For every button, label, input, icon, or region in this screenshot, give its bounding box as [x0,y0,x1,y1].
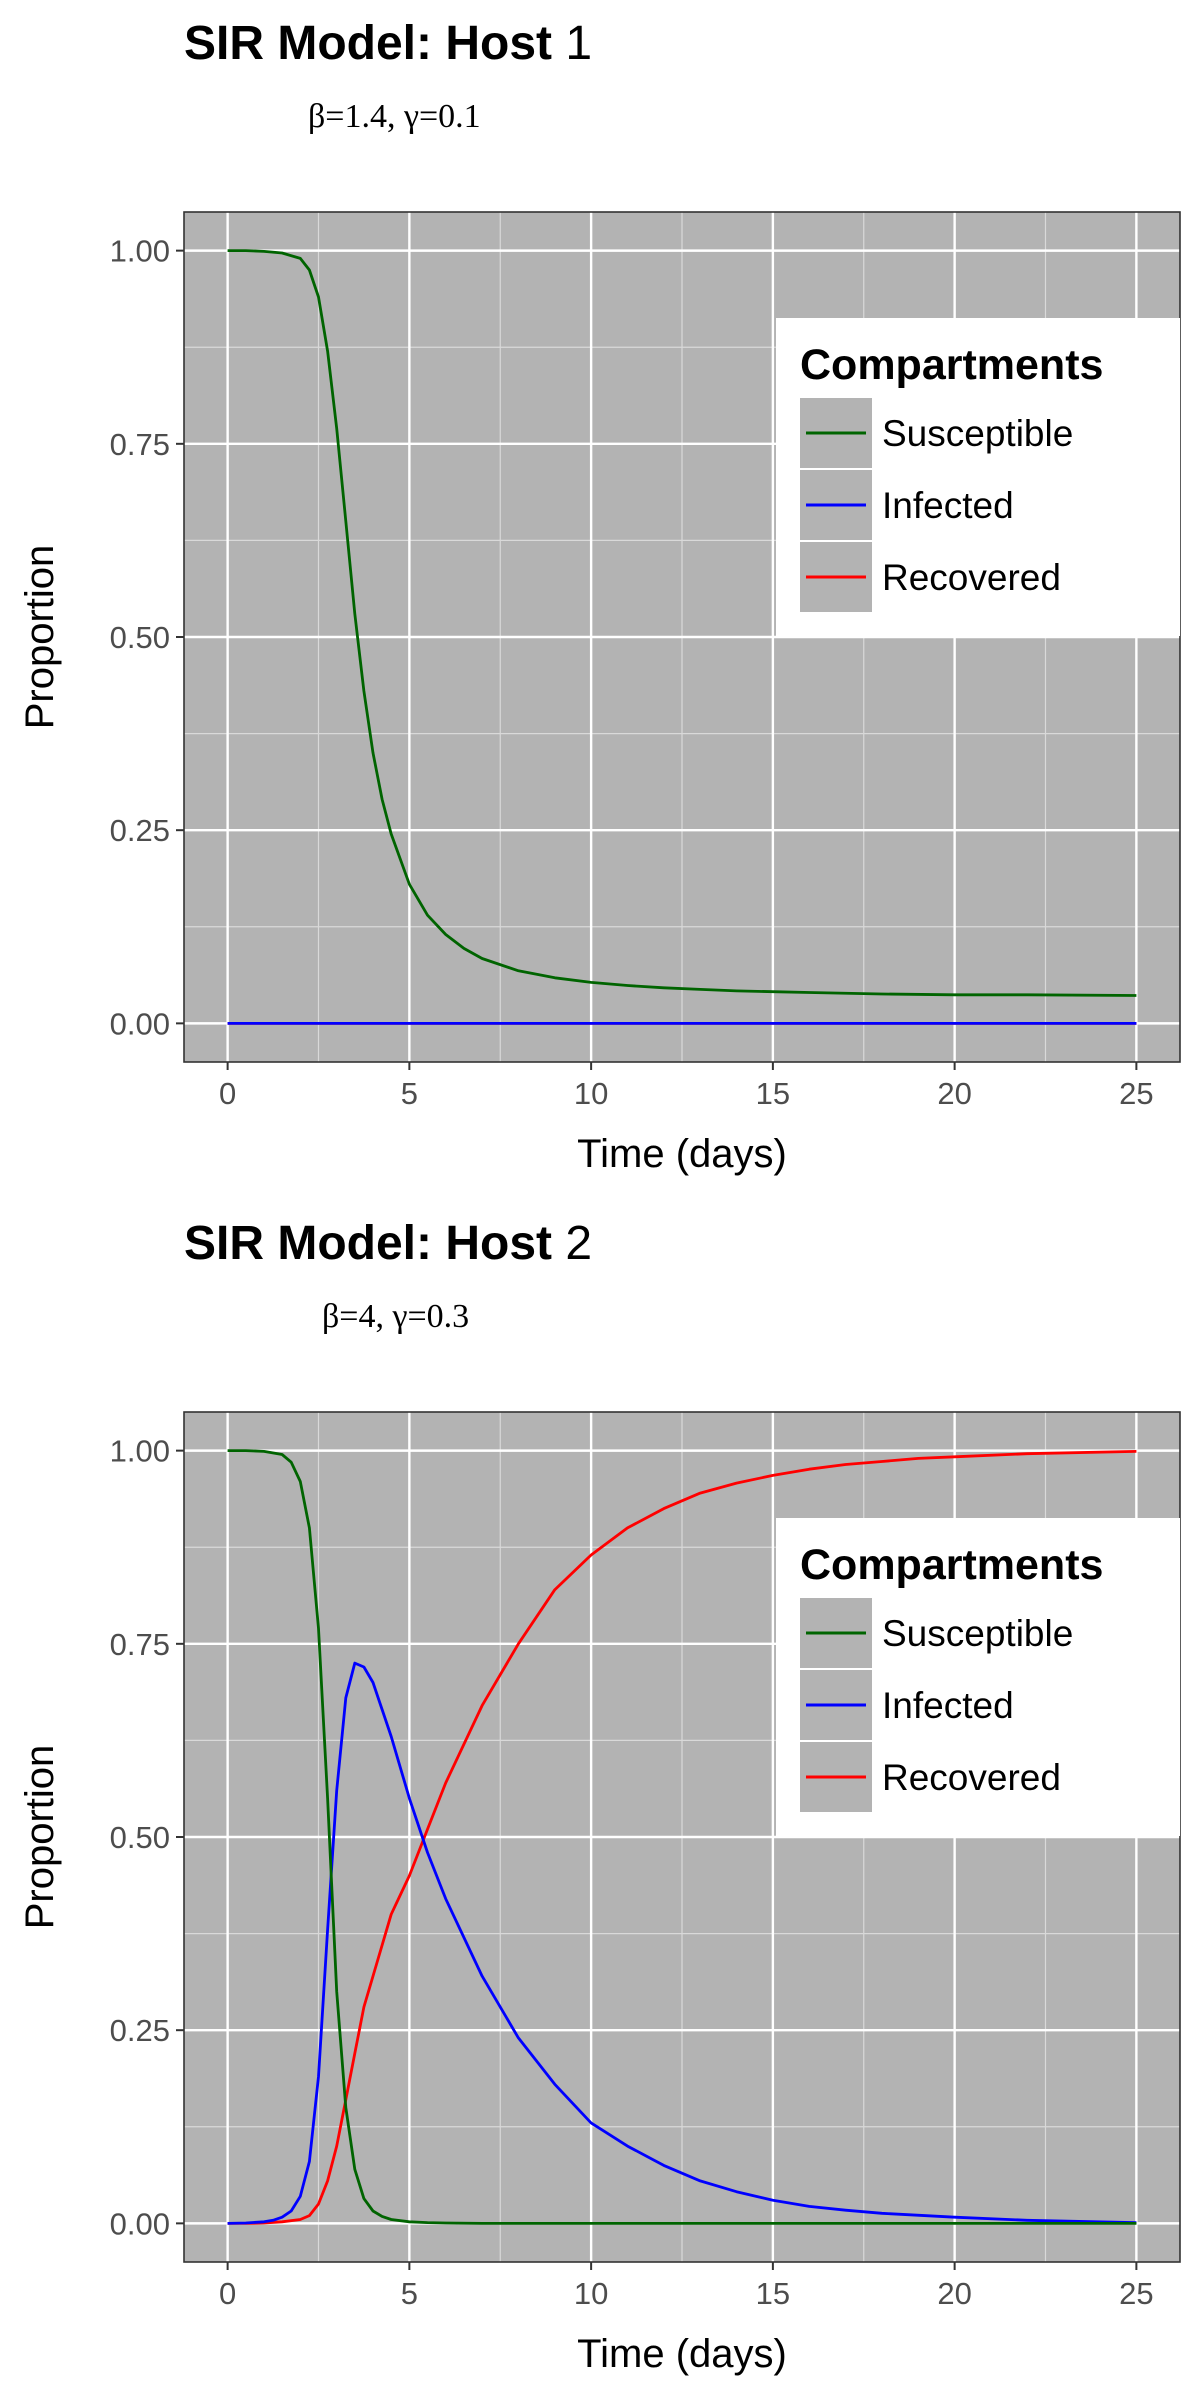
chart-subtitle: β=1.4, γ=0.1 [308,98,481,135]
chart-panel-host-2: SIR Model: Host 2 β=4, γ=0.3 0 5 10 15 20 25 0… [0,1200,1200,2400]
chart-title-number: 2 [565,1217,593,1270]
y-tick-label: 0.00 [110,1006,170,1041]
legend-label: Susceptible [882,413,1073,454]
x-tick-label: 15 [756,1076,790,1111]
legend-label: Infected [882,485,1014,526]
y-tick-label: 0.25 [110,2013,170,2048]
legend-label: Recovered [882,1757,1061,1798]
legend: Compartments Susceptible Infected Recovered [776,318,1180,636]
line-chart-host-2: 0 5 10 15 20 25 0.00 0.25 0.50 0.75 1.00 Time (days… [18,1411,1181,2376]
series-line-recovered [227,1450,1137,2225]
x-tick-label: 5 [401,1076,418,1111]
series-line-susceptible [227,1449,1137,2225]
legend-title: Compartments [800,341,1103,389]
line-chart-host-1: 0 5 10 15 20 25 0.00 0.25 0.50 0.75 1.00 Time (days… [18,211,1181,1176]
chart-title: SIR Model: Host 1 [184,16,592,71]
x-tick-label: 20 [937,2276,971,2311]
chart-subtitle: β=4, γ=0.3 [322,1298,470,1335]
chart-title-text: SIR Model: Host [184,1217,552,1270]
x-tick-label: 0 [219,1076,236,1111]
y-tick-label: 0.75 [110,1627,170,1662]
x-tick-label: 5 [401,2276,418,2311]
chart-title: SIR Model: Host 2 [184,1216,592,1271]
y-tick-label: 0.25 [110,813,170,848]
y-tick-label: 0.00 [110,2206,170,2241]
x-tick-label: 15 [756,2276,790,2311]
x-tick-label: 25 [1119,2276,1153,2311]
legend: Compartments Susceptible Infected Recovered [776,1518,1180,1836]
legend-label: Susceptible [882,1613,1073,1654]
data-series [227,1449,1137,2225]
chart-title-text: SIR Model: Host [184,17,552,70]
data-series [227,249,1137,1025]
y-tick-label: 1.00 [110,234,170,269]
y-tick-label: 0.50 [110,620,170,655]
y-tick-label: 0.75 [110,427,170,462]
series-line-infected [227,1661,1137,2225]
x-tick-label: 10 [574,1076,608,1111]
series-line-susceptible [227,249,1137,997]
x-tick-label: 0 [219,2276,236,2311]
legend-label: Recovered [882,557,1061,598]
y-axis-label: Proportion [18,1745,62,1930]
y-axis-label: Proportion [18,545,62,730]
chart-title-number: 1 [565,17,593,70]
x-tick-label: 20 [937,1076,971,1111]
legend-title: Compartments [800,1541,1103,1589]
chart-panel-host-1: SIR Model: Host 1 β=1.4, γ=0.1 0 5 10 15 20 2… [18,16,1181,1176]
x-axis-label: Time (days) [577,2332,787,2376]
x-tick-label: 25 [1119,1076,1153,1111]
x-axis-label: Time (days) [577,1132,787,1176]
legend-label: Infected [882,1685,1014,1726]
y-tick-label: 1.00 [110,1434,170,1469]
y-tick-label: 0.50 [110,1820,170,1855]
x-tick-label: 10 [574,2276,608,2311]
